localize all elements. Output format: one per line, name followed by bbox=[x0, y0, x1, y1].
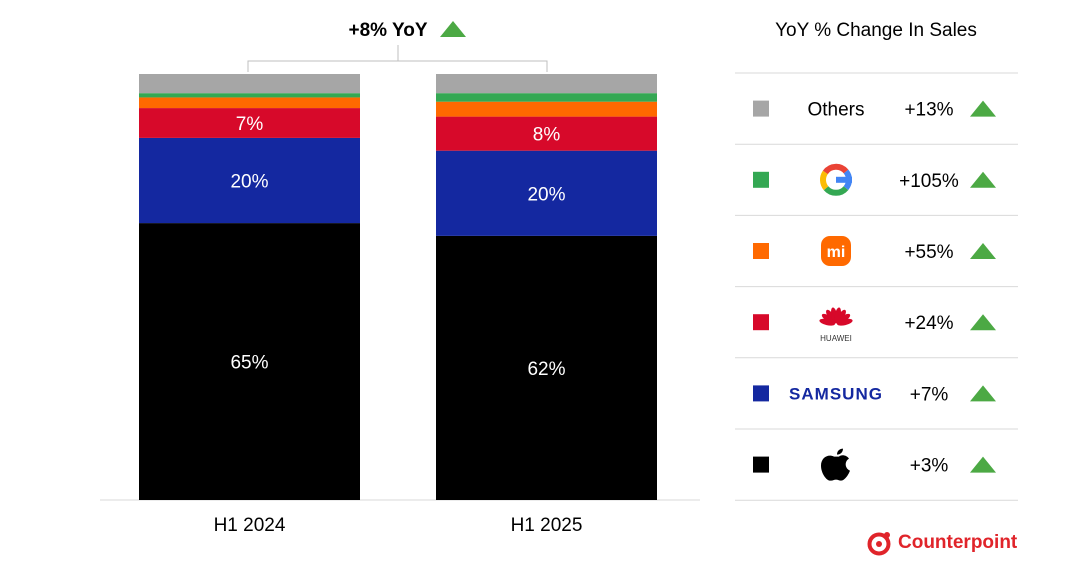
legend-change-value: +55% bbox=[904, 242, 953, 263]
xiaomi-logo-text: mi bbox=[827, 244, 846, 261]
data-label: 8% bbox=[533, 125, 561, 146]
triangle-up-icon bbox=[970, 314, 996, 331]
data-label: 20% bbox=[230, 172, 268, 193]
huawei-logo-text: HUAWEI bbox=[820, 334, 852, 343]
apple-logo-icon bbox=[821, 448, 850, 481]
legend-title: YoY % Change In Sales bbox=[775, 20, 977, 41]
counterpoint-wordmark: Counterpoint bbox=[898, 532, 1018, 553]
bar-segment-google bbox=[139, 93, 360, 98]
samsung-logo-text: SAMSUNG bbox=[789, 384, 883, 403]
bar-segment-samsung bbox=[436, 150, 657, 236]
legend-swatch-xiaomi bbox=[753, 243, 769, 259]
bar-segment-apple bbox=[436, 235, 657, 500]
legend-change-value: +7% bbox=[910, 384, 949, 405]
huawei-logo-icon bbox=[819, 307, 853, 326]
triangle-up-icon bbox=[970, 385, 996, 402]
legend-change-value: +13% bbox=[904, 100, 953, 121]
google-arc bbox=[820, 170, 829, 191]
data-label: 65% bbox=[230, 353, 268, 374]
data-label: 20% bbox=[527, 184, 565, 205]
triangle-up-icon bbox=[970, 100, 996, 117]
bar-segment-google bbox=[436, 93, 657, 102]
legend-change-value: +3% bbox=[910, 456, 949, 477]
yoy-bracket bbox=[247, 45, 548, 72]
legend-swatch-samsung bbox=[753, 385, 769, 402]
triangle-up-icon bbox=[970, 456, 996, 473]
bar-segment-apple bbox=[139, 223, 360, 500]
google-bar bbox=[836, 176, 852, 183]
bar-segment-samsung bbox=[139, 137, 360, 224]
legend-swatch-others bbox=[753, 100, 769, 117]
legend-change-value: +24% bbox=[904, 313, 953, 334]
legend-label-others: Others bbox=[807, 100, 864, 121]
triangle-up-icon bbox=[970, 243, 996, 259]
huawei-petal bbox=[836, 318, 853, 326]
google-arc bbox=[823, 186, 849, 196]
legend-change-value: +105% bbox=[899, 171, 959, 192]
bar-segment-xiaomi bbox=[139, 97, 360, 109]
x-tick-label: H1 2025 bbox=[511, 515, 583, 536]
yoy-annotation: +8% YoY bbox=[348, 20, 427, 41]
xiaomi-logo-icon bbox=[821, 236, 851, 266]
data-label: 62% bbox=[527, 359, 565, 380]
legend-swatch-google bbox=[753, 171, 769, 188]
triangle-up-icon bbox=[970, 171, 996, 188]
counterpoint-logo: Counterpoint bbox=[866, 530, 1017, 556]
bar-segment-huawei bbox=[139, 108, 360, 138]
data-label: 7% bbox=[236, 114, 264, 135]
x-tick-label: H1 2024 bbox=[214, 515, 286, 536]
legend-swatch-huawei bbox=[753, 314, 769, 331]
legend-swatch-apple bbox=[753, 456, 769, 473]
triangle-up-icon bbox=[440, 21, 466, 37]
bar-segment-xiaomi bbox=[436, 101, 657, 117]
bar-segment-huawei bbox=[436, 116, 657, 151]
google-arc bbox=[822, 163, 849, 175]
bar-segment-others bbox=[139, 74, 360, 94]
counterpoint-mark-icon bbox=[867, 532, 891, 556]
google-logo-icon bbox=[820, 163, 852, 196]
bar-segment-others bbox=[436, 74, 657, 94]
